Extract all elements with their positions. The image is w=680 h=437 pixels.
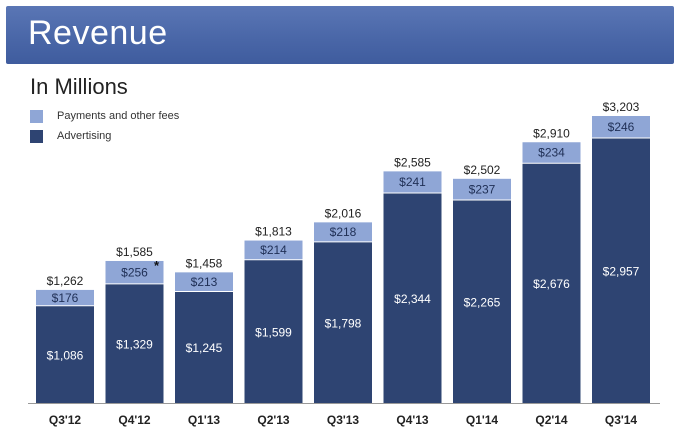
bar-payments [453, 178, 511, 201]
title-banner: Revenue [6, 6, 674, 64]
legend-item-payments: Payments and other fees [30, 106, 179, 126]
x-tick-label: Q3'13 [327, 413, 360, 427]
data-label-total: $1,813 [255, 225, 292, 239]
data-label-advertising: $2,344 [394, 292, 431, 306]
page-title: Revenue [28, 14, 168, 52]
chart-legend: Payments and other fees Advertising [30, 106, 179, 146]
data-label-total: $3,203 [603, 100, 640, 114]
data-label-payments: $214 [260, 243, 287, 257]
bar-payments [175, 272, 233, 292]
data-label-advertising: $2,676 [533, 277, 570, 291]
legend-label-payments: Payments and other fees [57, 110, 180, 122]
data-label-advertising: $2,957 [603, 265, 640, 279]
x-tick-label: Q3'12 [49, 413, 82, 427]
data-label-total: $2,502 [464, 163, 501, 177]
data-label-payments: $241 [399, 175, 426, 189]
data-label-advertising: $1,329 [116, 337, 153, 351]
bar-payments [244, 240, 303, 260]
bar-advertising [522, 163, 581, 403]
data-label-payments: $237 [469, 182, 496, 196]
legend-swatch-payments [30, 109, 43, 123]
chart-subtitle: In Millions [30, 74, 128, 99]
data-label-total: $1,262 [47, 274, 84, 288]
bar-payments [105, 260, 164, 284]
x-tick-label: Q2'14 [535, 413, 568, 427]
data-label-payments: $256 [121, 265, 148, 279]
data-label-advertising: $1,245 [186, 341, 223, 355]
bar-payments [592, 116, 650, 139]
bar-advertising [453, 200, 511, 403]
data-label-advertising: $1,599 [255, 325, 292, 339]
data-label-total: $2,585 [394, 155, 431, 169]
data-label-payments: $176 [52, 291, 79, 305]
data-label-total: $2,016 [325, 206, 362, 220]
bar-advertising [314, 241, 372, 403]
bar-advertising [175, 291, 233, 403]
bar-advertising [383, 192, 442, 403]
data-label-advertising: $1,798 [325, 316, 362, 330]
bar-payments [36, 289, 94, 306]
x-tick-label: Q1'13 [188, 413, 221, 427]
x-tick-label: Q3'14 [605, 413, 638, 427]
data-label-advertising: $1,086 [47, 348, 84, 362]
bar-payments [383, 171, 442, 193]
bar-advertising [244, 259, 303, 403]
data-label-total: $1,585 [116, 245, 153, 259]
legend-label-advertising: Advertising [57, 130, 112, 142]
data-label-payments: $218 [330, 225, 357, 239]
x-tick-label: Q1'14 [466, 413, 499, 427]
legend-swatch-advertising [30, 129, 43, 143]
x-tick-label: Q4'12 [118, 413, 151, 427]
bar-payments [314, 222, 372, 242]
data-label-payments: $234 [538, 146, 565, 160]
x-tick-label: Q2'13 [257, 413, 290, 427]
bar-payments [522, 142, 581, 164]
bar-advertising [105, 283, 164, 403]
x-tick-label: Q4'13 [396, 413, 429, 427]
data-label-payments: $213 [191, 275, 218, 289]
legend-item-advertising: Advertising [30, 126, 179, 146]
data-label-payments: $246 [608, 120, 635, 134]
bar-advertising [592, 138, 650, 403]
data-label-advertising: $2,265 [464, 296, 501, 310]
annotation-asterisk: * [154, 258, 160, 273]
bar-advertising [36, 305, 94, 403]
data-label-total: $2,910 [533, 126, 570, 140]
data-label-total: $1,458 [186, 256, 223, 270]
